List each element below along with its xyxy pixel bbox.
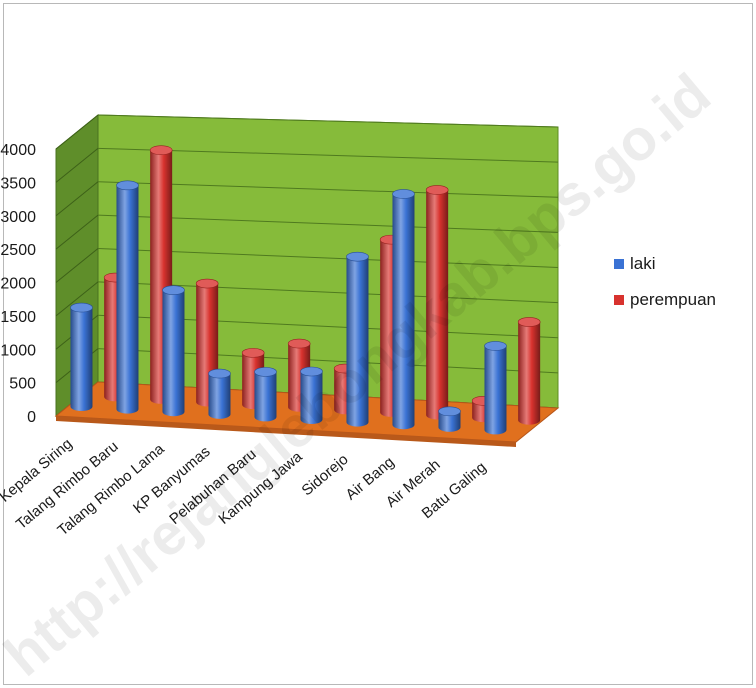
- bar-body: [426, 189, 449, 420]
- bar-laki: [116, 180, 139, 414]
- bar-top: [208, 368, 231, 379]
- y-tick-label: 500: [9, 376, 36, 393]
- gridline: [97, 281, 559, 304]
- bar-top: [425, 185, 449, 195]
- floor-edge: [56, 416, 516, 447]
- bar-laki: [300, 366, 323, 425]
- side-gridline: [55, 281, 99, 317]
- bar-top: [162, 285, 185, 295]
- bar-top: [300, 366, 323, 377]
- bar-body: [518, 321, 541, 425]
- bar-body: [254, 371, 277, 422]
- bar-body: [392, 193, 415, 430]
- side-gridline: [55, 147, 99, 183]
- bar-top: [116, 180, 139, 191]
- legend-label: laki: [630, 254, 656, 273]
- bar-laki: [392, 189, 415, 430]
- y-tick-label: 3500: [0, 175, 36, 192]
- y-tick-label: 2500: [0, 242, 36, 259]
- bar-laki: [162, 285, 185, 417]
- bar-top: [195, 278, 219, 289]
- legend-swatch: [614, 295, 624, 305]
- gridline: [97, 181, 559, 198]
- bar-laki: [70, 302, 93, 412]
- bar-top: [438, 406, 461, 417]
- side-gridline: [55, 214, 99, 250]
- legend-swatch: [614, 259, 624, 269]
- bar-top: [70, 302, 93, 313]
- bar-top: [149, 145, 173, 155]
- bar-body: [70, 307, 93, 412]
- bar-body: [484, 345, 507, 435]
- y-tick-label: 3000: [0, 209, 36, 226]
- gridline: [97, 147, 559, 163]
- bar-top: [484, 341, 507, 351]
- bar-body: [162, 290, 185, 417]
- y-tick-label: 1500: [0, 309, 36, 326]
- bar-laki: [254, 367, 277, 422]
- bar-body: [208, 373, 231, 419]
- bar-laki: [484, 341, 507, 435]
- y-tick-label: 1000: [0, 342, 36, 359]
- bar-perempuan: [517, 317, 541, 425]
- bar-top: [346, 251, 369, 262]
- bar-top: [392, 189, 415, 199]
- side-gridline: [55, 248, 99, 283]
- bar-laki: [438, 406, 461, 432]
- bar-perempuan: [425, 185, 449, 420]
- bar-body: [438, 411, 461, 432]
- bar-top: [254, 367, 277, 377]
- y-tick-label: 2000: [0, 276, 36, 293]
- gridline: [97, 214, 559, 233]
- side-gridline: [55, 114, 99, 150]
- bar-top: [517, 317, 541, 327]
- bar-laki: [208, 368, 231, 419]
- bar-top: [287, 338, 311, 349]
- y-tick-label: 0: [27, 409, 36, 426]
- bar-laki: [346, 251, 369, 427]
- side-gridline: [55, 181, 99, 217]
- gridline: [97, 114, 559, 128]
- legend-label: perempuan: [630, 290, 716, 309]
- bar-body: [300, 371, 323, 425]
- bar-body: [346, 256, 369, 427]
- bar-body: [116, 185, 139, 414]
- gridline: [97, 248, 559, 268]
- bar-top: [241, 348, 265, 358]
- y-tick-label: 4000: [0, 142, 36, 159]
